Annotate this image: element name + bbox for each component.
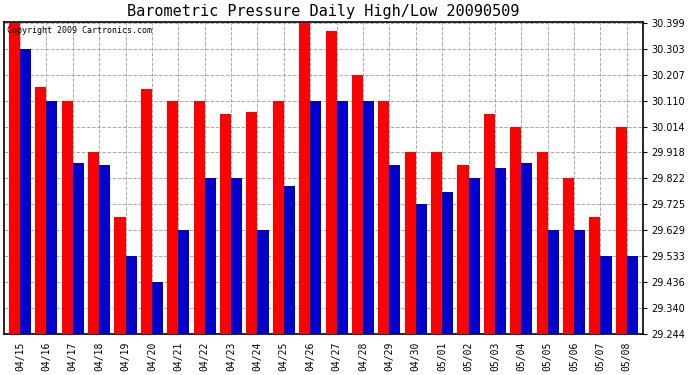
Bar: [363, 101, 374, 334]
Bar: [284, 186, 295, 334]
Bar: [35, 87, 46, 334]
Bar: [495, 168, 506, 334]
Bar: [178, 230, 189, 334]
Bar: [431, 153, 442, 334]
Bar: [615, 127, 627, 334]
Bar: [484, 114, 495, 334]
Bar: [152, 282, 163, 334]
Bar: [589, 216, 600, 334]
Bar: [61, 101, 72, 334]
Bar: [205, 178, 216, 334]
Bar: [574, 230, 585, 334]
Bar: [522, 163, 533, 334]
Bar: [352, 75, 363, 334]
Bar: [442, 192, 453, 334]
Bar: [389, 165, 400, 334]
Bar: [99, 165, 110, 334]
Bar: [337, 101, 348, 334]
Bar: [600, 256, 611, 334]
Bar: [273, 101, 284, 334]
Bar: [457, 165, 469, 334]
Bar: [548, 230, 559, 334]
Bar: [20, 49, 31, 334]
Bar: [510, 127, 522, 334]
Bar: [115, 216, 126, 334]
Bar: [220, 114, 231, 334]
Bar: [46, 101, 57, 334]
Bar: [88, 153, 99, 334]
Bar: [405, 153, 416, 334]
Bar: [326, 31, 337, 334]
Text: Copyright 2009 Cartronics.com: Copyright 2009 Cartronics.com: [8, 26, 152, 35]
Bar: [310, 101, 322, 334]
Bar: [299, 23, 310, 334]
Bar: [257, 230, 268, 334]
Bar: [563, 178, 574, 334]
Bar: [537, 153, 548, 334]
Bar: [194, 101, 205, 334]
Bar: [378, 101, 389, 334]
Bar: [9, 23, 20, 334]
Title: Barometric Pressure Daily High/Low 20090509: Barometric Pressure Daily High/Low 20090…: [127, 4, 520, 19]
Bar: [627, 256, 638, 334]
Bar: [231, 178, 242, 334]
Bar: [72, 163, 84, 334]
Bar: [126, 256, 137, 334]
Bar: [469, 178, 480, 334]
Bar: [167, 101, 178, 334]
Bar: [141, 89, 152, 334]
Bar: [246, 112, 257, 334]
Bar: [416, 204, 427, 334]
